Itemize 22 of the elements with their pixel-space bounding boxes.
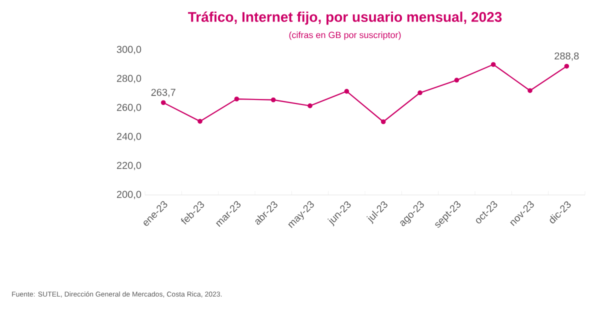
y-tick-label: 240,0 xyxy=(116,132,142,142)
y-tick-label: 220,0 xyxy=(116,162,142,170)
y-tick-label: 280,0 xyxy=(116,74,142,84)
y-tick-label: 300,0 xyxy=(116,46,142,54)
point xyxy=(160,100,166,106)
point xyxy=(454,78,460,83)
point xyxy=(198,118,202,124)
point xyxy=(344,88,350,94)
point xyxy=(490,62,496,67)
point xyxy=(380,119,386,124)
point xyxy=(234,96,240,102)
point xyxy=(270,97,276,102)
y-tick-label: 200,0 xyxy=(116,190,142,200)
chart-title: Tráfico, Internet fijo, por usuario mensual, 2023 xyxy=(188,12,502,25)
y-tick-label: 260,0 xyxy=(116,104,142,112)
data-label: 263,7 xyxy=(151,88,176,98)
chart-subtitle: (cifras en GB por suscriptor) xyxy=(289,32,401,40)
point xyxy=(308,103,312,108)
point xyxy=(528,88,532,93)
point xyxy=(564,64,570,69)
point xyxy=(418,90,422,96)
data-label: 288,8 xyxy=(554,52,579,61)
